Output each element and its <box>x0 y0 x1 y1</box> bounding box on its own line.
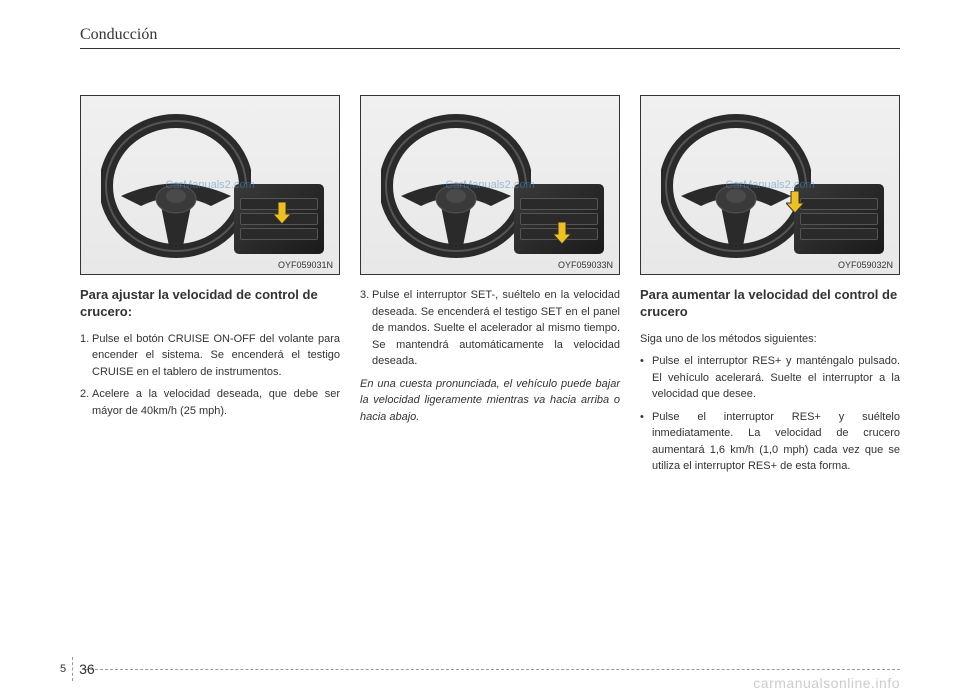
subsection-title-3: Para aumentar la velocidad del control d… <box>640 287 900 321</box>
item-text: Pulse el interruptor RES+ y suéltelo inm… <box>652 411 900 473</box>
list-item: Pulse el interruptor SET-, suéltelo en l… <box>360 287 620 370</box>
figure-code: OYF059033N <box>558 260 613 270</box>
figure-code: OYF059031N <box>278 260 333 270</box>
steering-wheel-icon <box>661 111 811 261</box>
item-text: Acelere a la velocidad deseada, que debe… <box>92 388 340 417</box>
section-title: Conducción <box>80 26 900 44</box>
bullet-item: Pulse el interruptor RES+ y manténgalo p… <box>640 353 900 403</box>
column-3: CarManuals2.com OYF059032N Para aumentar… <box>640 95 900 481</box>
page-number-value: 36 <box>79 661 95 677</box>
figure-2: CarManuals2.com OYF059033N <box>360 95 620 275</box>
page-divider <box>72 657 73 681</box>
page-number: 5 36 <box>60 657 95 681</box>
chapter-number: 5 <box>60 663 66 675</box>
list-item: Pulse el botón CRUISE ON-OFF del volante… <box>80 331 340 381</box>
main-content: CarManuals2.com OYF059031N Para ajustar … <box>80 95 900 481</box>
item-text: Pulse el botón CRUISE ON-OFF del volante… <box>92 333 340 378</box>
figure-1: CarManuals2.com OYF059031N <box>80 95 340 275</box>
header-rule <box>80 48 900 49</box>
bullet-item: Pulse el interruptor RES+ y suéltelo inm… <box>640 409 900 475</box>
arrow-down-icon <box>553 222 571 244</box>
column-2: CarManuals2.com OYF059033N Pulse el inte… <box>360 95 620 481</box>
arrow-down-icon <box>786 191 804 213</box>
list-item: Acelere a la velocidad deseada, que debe… <box>80 386 340 419</box>
italic-note: En una cuesta pronunciada, el vehículo p… <box>360 376 620 426</box>
column-1: CarManuals2.com OYF059031N Para ajustar … <box>80 95 340 481</box>
lead-text: Siga uno de los métodos siguientes: <box>640 331 900 348</box>
figure-code: OYF059032N <box>838 260 893 270</box>
subsection-title-1: Para ajustar la velocidad de control de … <box>80 287 340 321</box>
control-panel-icon <box>794 184 884 254</box>
item-text: Pulse el interruptor RES+ y manténgalo p… <box>652 355 900 400</box>
steering-wheel-icon <box>101 111 251 261</box>
arrow-down-icon <box>273 202 291 224</box>
page-header: Conducción <box>80 26 900 49</box>
figure-3: CarManuals2.com OYF059032N <box>640 95 900 275</box>
footer-rule <box>85 669 900 670</box>
steering-wheel-icon <box>381 111 531 261</box>
item-text: Pulse el interruptor SET-, suéltelo en l… <box>372 289 620 367</box>
